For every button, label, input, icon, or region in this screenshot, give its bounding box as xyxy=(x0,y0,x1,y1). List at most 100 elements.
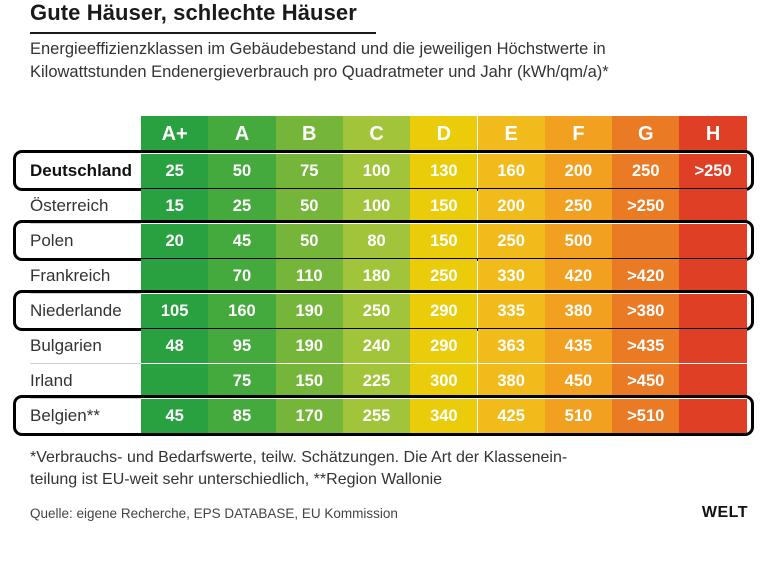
table-cell: 500 xyxy=(544,224,613,258)
row-separator xyxy=(30,223,141,224)
table-cell: 25 xyxy=(208,189,276,223)
table-cell: 50 xyxy=(275,189,343,223)
footnote-line-1: *Verbrauchs- und Bedarfswerte, teilw. Sc… xyxy=(30,449,568,466)
subtitle-line-2: Kilowattstunden Endenergieverbrauch pro … xyxy=(30,63,609,81)
row-label: Bulgarien xyxy=(30,336,102,355)
table-cell: 290 xyxy=(410,329,478,363)
table-cell: 380 xyxy=(544,294,613,328)
table-cell: 25 xyxy=(141,154,209,188)
table-cell: 190 xyxy=(275,294,343,328)
table-cell: >510 xyxy=(612,399,680,433)
welt-logo: WELT xyxy=(701,504,748,521)
subtitle-line-1: Energieeffizienzklassen im Gebäudebestan… xyxy=(30,40,606,58)
table-cell: 420 xyxy=(544,259,613,293)
table-cell: 300 xyxy=(410,364,478,398)
table-cell: 85 xyxy=(208,399,276,433)
table-cell: 45 xyxy=(141,399,209,433)
table-cell: 180 xyxy=(342,259,411,293)
table-cell: 50 xyxy=(275,224,343,258)
table-cell: >450 xyxy=(612,364,680,398)
table-cell: 190 xyxy=(275,329,343,363)
table-cell xyxy=(141,364,209,398)
table-cell: 250 xyxy=(410,259,478,293)
class-header-g: G xyxy=(612,116,680,152)
table-cell: 100 xyxy=(342,189,411,223)
title-underline xyxy=(30,32,376,34)
highlight-outline xyxy=(13,395,754,436)
table-cell: 105 xyxy=(141,294,209,328)
table-cell: 15 xyxy=(141,189,209,223)
table-cell: 435 xyxy=(544,329,613,363)
row-label: Österreich xyxy=(30,196,109,215)
table-cell: 110 xyxy=(275,259,343,293)
table-cell: 340 xyxy=(410,399,478,433)
table-cell: >435 xyxy=(612,329,680,363)
table-cell: >250 xyxy=(679,154,747,188)
table-cell: 240 xyxy=(342,329,411,363)
table-cell: 95 xyxy=(208,329,276,363)
table-cell: 290 xyxy=(410,294,478,328)
table-cell: 335 xyxy=(477,294,545,328)
table-cell: 250 xyxy=(544,189,613,223)
table-cell: 510 xyxy=(544,399,613,433)
table-cell: 363 xyxy=(477,329,545,363)
highlight-outline xyxy=(13,220,754,261)
table-cell xyxy=(679,259,747,293)
table-cell: 160 xyxy=(208,294,276,328)
table-cell: 48 xyxy=(141,329,209,363)
chart-title: Gute Häuser, schlechte Häuser xyxy=(30,0,357,25)
row-label: Polen xyxy=(30,231,74,250)
highlight-outline xyxy=(13,290,754,331)
table-cell: >380 xyxy=(612,294,680,328)
table-cell: >250 xyxy=(612,189,680,223)
row-separator xyxy=(30,398,141,399)
table-cell: 75 xyxy=(208,364,276,398)
table-cell: 255 xyxy=(342,399,411,433)
source-note: Quelle: eigene Recherche, EPS DATABASE, … xyxy=(30,506,398,521)
table-cell: 200 xyxy=(544,154,613,188)
table-cell: 75 xyxy=(275,154,343,188)
table-cell: 150 xyxy=(410,224,478,258)
row-label: Irland xyxy=(30,371,73,390)
class-header-d: D xyxy=(410,116,478,152)
table-cell: 100 xyxy=(342,154,411,188)
row-label: Belgien** xyxy=(30,406,100,425)
row-label: Deutschland xyxy=(30,161,133,180)
table-cell: 450 xyxy=(544,364,613,398)
table-cell xyxy=(141,259,209,293)
table-cell: 130 xyxy=(410,154,478,188)
table-cell xyxy=(679,364,747,398)
table-cell: 150 xyxy=(275,364,343,398)
class-header-b: B xyxy=(275,116,343,152)
table-cell: 70 xyxy=(208,259,276,293)
table-cell xyxy=(679,399,747,433)
class-header-a: A xyxy=(208,116,276,152)
table-cell: 170 xyxy=(275,399,343,433)
table-cell xyxy=(679,294,747,328)
table-cell xyxy=(612,224,680,258)
highlight-outline xyxy=(13,150,754,191)
table-cell xyxy=(679,329,747,363)
table-cell: 160 xyxy=(477,154,545,188)
table-cell: 200 xyxy=(477,189,545,223)
footnote-line-2: teilung ist EU-weit sehr unterschiedlich… xyxy=(30,471,443,488)
table-cell xyxy=(679,224,747,258)
table-cell: 225 xyxy=(342,364,411,398)
class-header-h: H xyxy=(679,116,747,152)
table-cell: 45 xyxy=(208,224,276,258)
table-cell: 425 xyxy=(477,399,545,433)
class-header-aplus: A+ xyxy=(141,116,209,152)
table-cell: 250 xyxy=(612,154,680,188)
row-label: Frankreich xyxy=(30,266,111,285)
row-separator xyxy=(30,363,141,364)
table-cell: 80 xyxy=(342,224,411,258)
class-header-f: F xyxy=(544,116,613,152)
table-cell: 50 xyxy=(208,154,276,188)
class-header-c: C xyxy=(342,116,411,152)
table-cell: 20 xyxy=(141,224,209,258)
row-separator xyxy=(30,293,141,294)
table-cell: 330 xyxy=(477,259,545,293)
row-label: Niederlande xyxy=(30,301,122,320)
table-cell: 250 xyxy=(477,224,545,258)
